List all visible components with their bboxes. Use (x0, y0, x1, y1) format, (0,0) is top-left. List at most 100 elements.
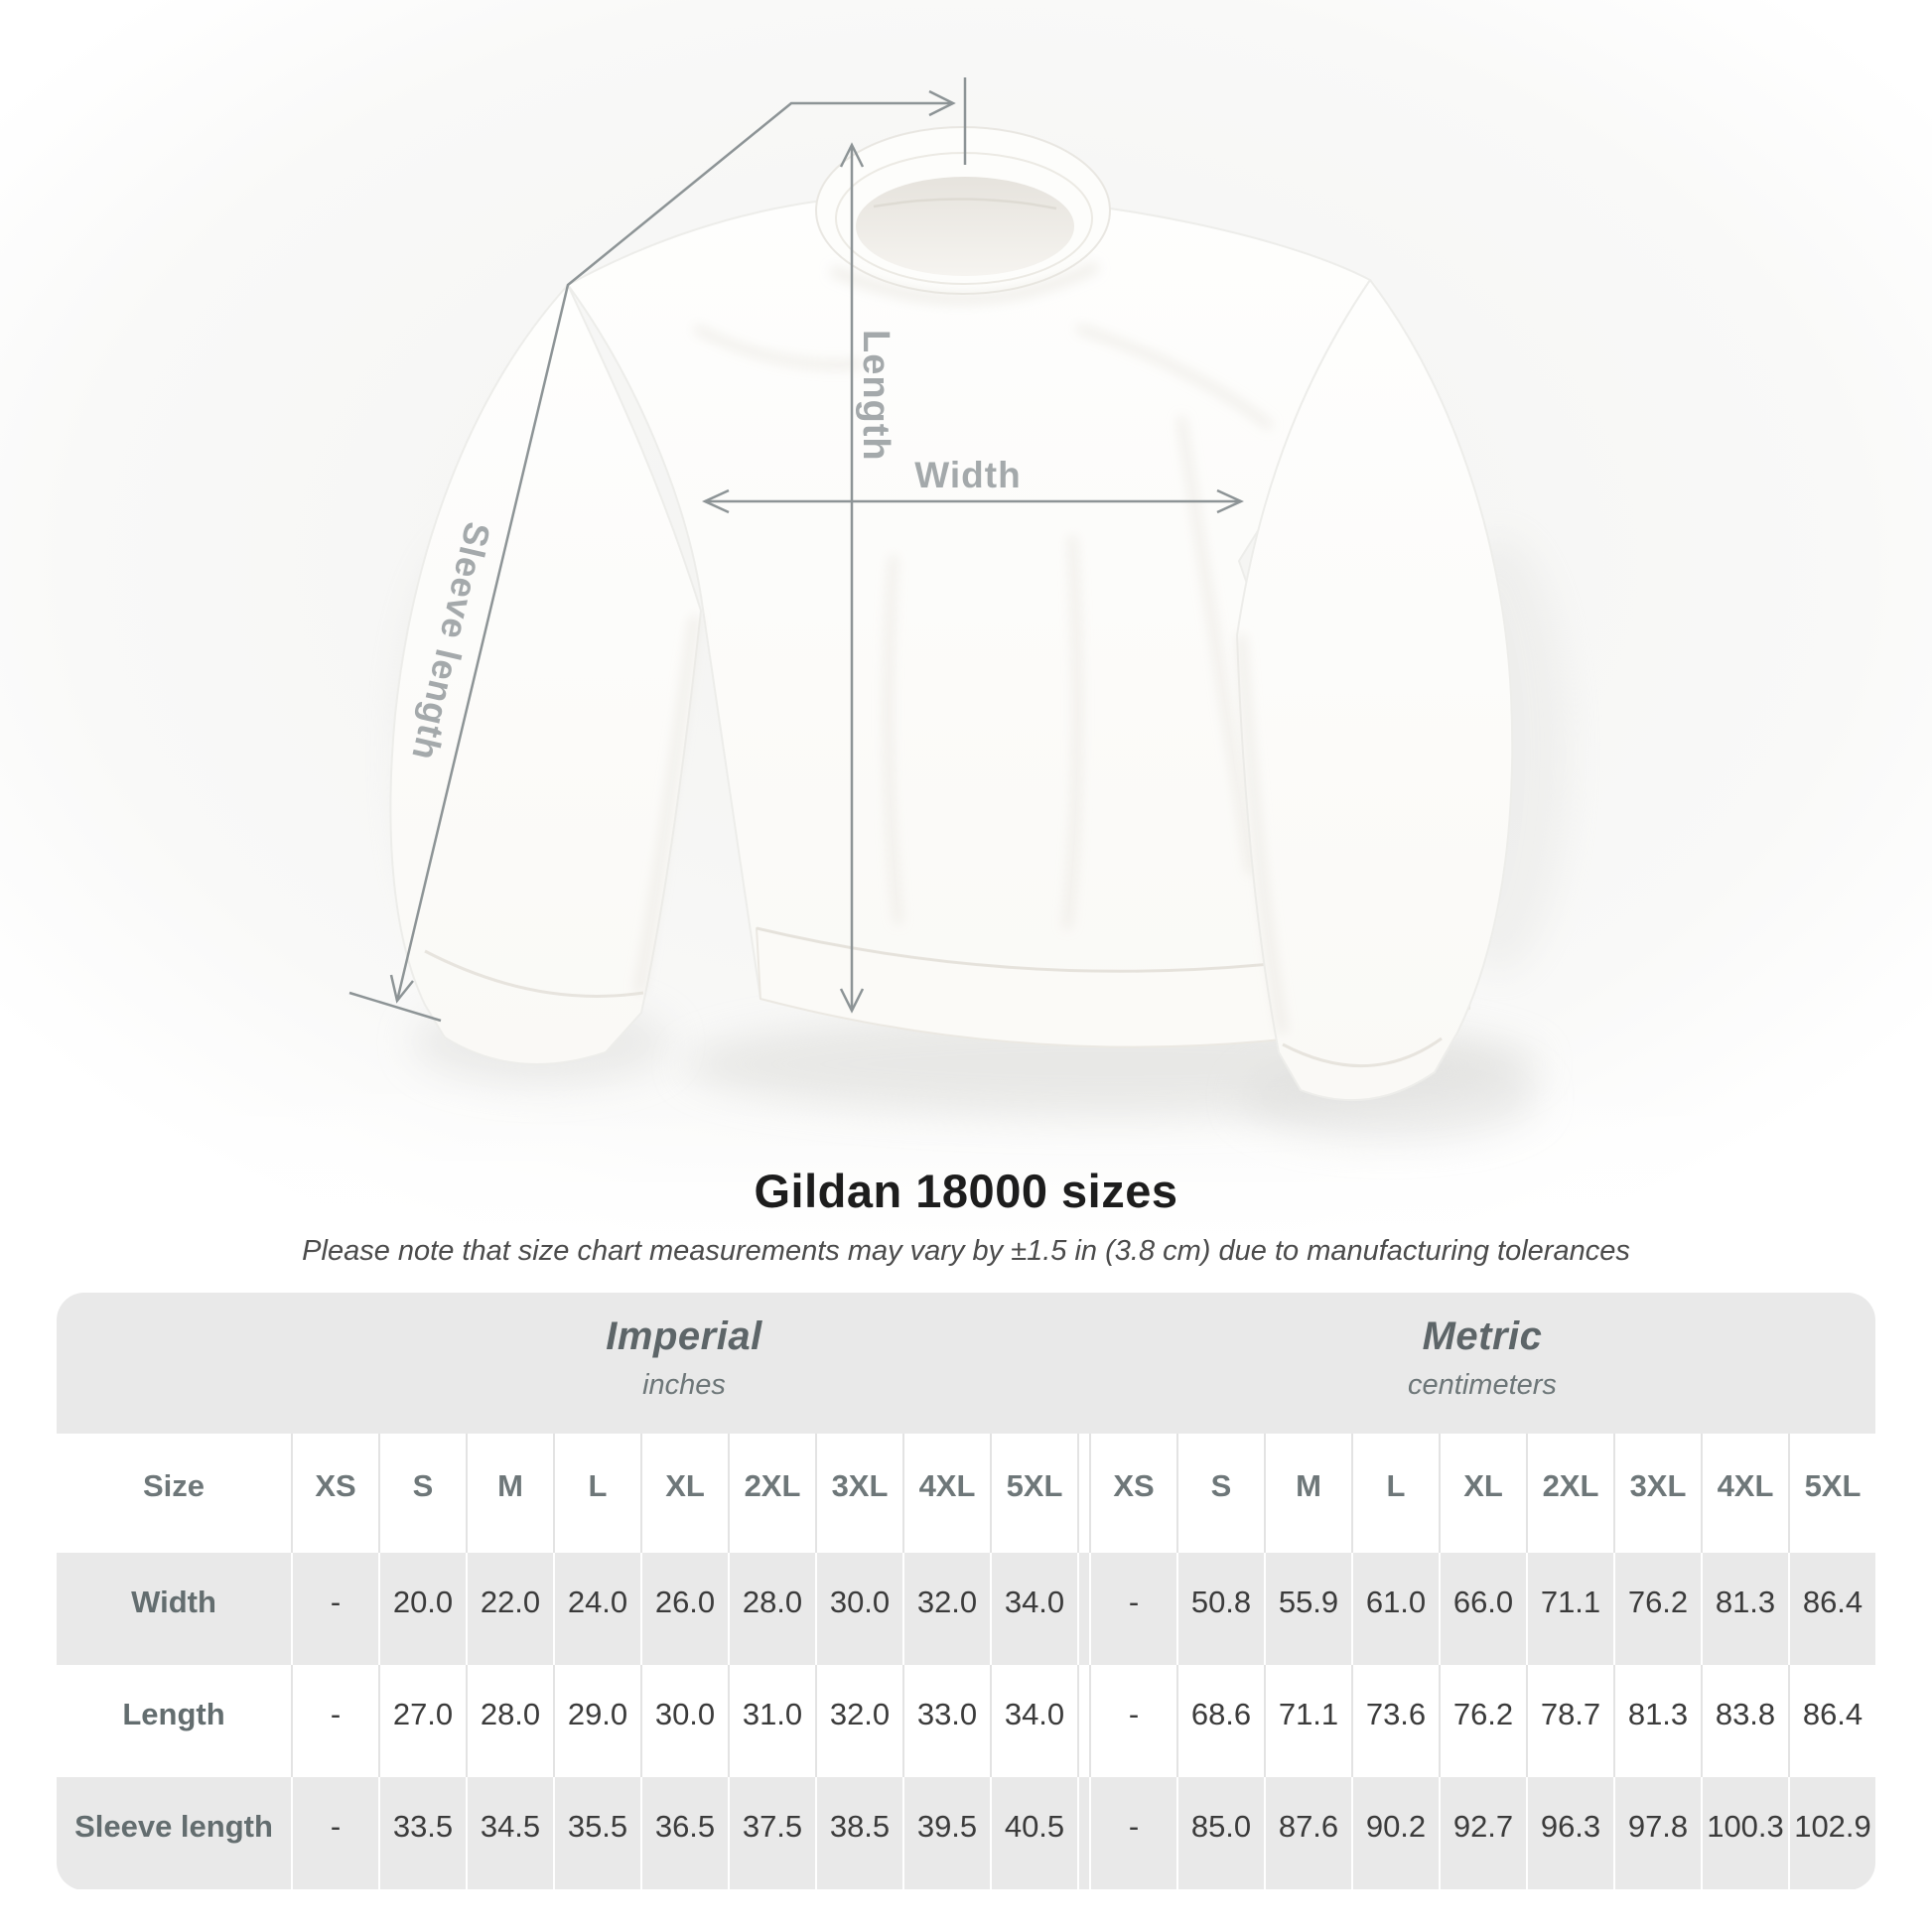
size-table: Size XS S M L XL 2XL 3XL 4XL 5XL XS S M L XL 2XL 3XL 4XL 5… (57, 1434, 1875, 1889)
metric-header: Metric centimeters (1089, 1293, 1875, 1434)
value-cell: 30.0 (815, 1553, 902, 1665)
size-header: 5XL (990, 1434, 1077, 1553)
unit-group-unit: centimeters (1408, 1369, 1557, 1401)
group-gap (1077, 1434, 1089, 1553)
value-cell: 38.5 (815, 1777, 902, 1889)
size-header: XS (291, 1434, 378, 1553)
size-header: 2XL (728, 1434, 815, 1553)
value-cell: 24.0 (553, 1553, 640, 1665)
value-cell: 66.0 (1439, 1553, 1526, 1665)
value-cell: 87.6 (1264, 1777, 1351, 1889)
value-cell: 97.8 (1613, 1777, 1701, 1889)
value-cell: 37.5 (728, 1777, 815, 1889)
table-row: Sleeve length -33.5 34.5 35.5 36.5 37.5 38.5 39… (57, 1777, 1875, 1889)
size-header: S (1176, 1434, 1264, 1553)
value-cell: 31.0 (728, 1665, 815, 1777)
value-cell: 76.2 (1439, 1665, 1526, 1777)
arrowhead-down-icon (389, 974, 414, 1004)
value-cell: 73.6 (1351, 1665, 1439, 1777)
arrowhead-down-icon (839, 988, 865, 1014)
arrowhead-left-icon (701, 488, 730, 514)
value-cell: 76.2 (1613, 1553, 1701, 1665)
value-cell: - (1089, 1777, 1176, 1889)
group-gap (1077, 1553, 1089, 1665)
size-header: M (466, 1434, 553, 1553)
page-title: Gildan 18000 sizes (754, 1165, 1178, 1217)
value-cell: 34.5 (466, 1777, 553, 1889)
value-cell: 33.5 (378, 1777, 466, 1889)
value-cell: 83.8 (1701, 1665, 1788, 1777)
value-cell: 39.5 (902, 1777, 990, 1889)
sweatshirt-photo: Length Width Sleeve length (0, 0, 1932, 1249)
size-header: XS (1089, 1434, 1176, 1553)
size-header: XL (640, 1434, 728, 1553)
sweatshirt (389, 126, 1514, 1102)
value-cell: 102.9 (1788, 1777, 1875, 1889)
size-header: 3XL (1613, 1434, 1701, 1553)
value-cell: 100.3 (1701, 1777, 1788, 1889)
value-cell: 71.1 (1526, 1553, 1613, 1665)
row-label: Width (131, 1584, 216, 1619)
value-cell: 20.0 (378, 1553, 466, 1665)
value-cell: 40.5 (990, 1777, 1077, 1889)
size-header: 2XL (1526, 1434, 1613, 1553)
length-label: Length (855, 330, 897, 462)
cuff-tick (348, 991, 442, 1023)
size-column-header: Size (142, 1468, 206, 1503)
value-cell: 32.0 (815, 1665, 902, 1777)
size-header: 5XL (1788, 1434, 1875, 1553)
right-sleeve (1236, 279, 1514, 1102)
size-chart-card: Imperial inches Metric centimeters Size X… (57, 1293, 1875, 1890)
value-cell: 68.6 (1176, 1665, 1264, 1777)
table-row: Length -27.0 28.0 29.0 30.0 31.0 32.0 33.0 34.0-… (57, 1665, 1875, 1777)
value-cell: 33.0 (902, 1665, 990, 1777)
value-cell: 27.0 (378, 1665, 466, 1777)
value-cell: - (291, 1665, 378, 1777)
row-label: Sleeve length (74, 1808, 273, 1844)
value-cell: 92.7 (1439, 1777, 1526, 1889)
left-sleeve (389, 284, 702, 1065)
arrowhead-up-icon (839, 142, 865, 168)
value-cell: 28.0 (466, 1665, 553, 1777)
group-gap (1077, 1665, 1089, 1777)
value-cell: 90.2 (1351, 1777, 1439, 1889)
group-gap (1077, 1777, 1089, 1889)
sleeve-length-arrow (348, 77, 967, 1023)
size-header: 4XL (902, 1434, 990, 1553)
size-header: L (1351, 1434, 1439, 1553)
page-subtitle: Please note that size chart measurements… (302, 1235, 1630, 1267)
value-cell: 34.0 (990, 1553, 1077, 1665)
value-cell: - (1089, 1553, 1176, 1665)
table-header-row: Size XS S M L XL 2XL 3XL 4XL 5XL XS S M L XL 2XL 3XL 4XL 5… (57, 1434, 1875, 1553)
unit-group-name: Imperial (606, 1314, 762, 1358)
size-header: S (378, 1434, 466, 1553)
value-cell: 85.0 (1176, 1777, 1264, 1889)
value-cell: - (291, 1553, 378, 1665)
size-header: 3XL (815, 1434, 902, 1553)
value-cell: 96.3 (1526, 1777, 1613, 1889)
value-cell: 78.7 (1526, 1665, 1613, 1777)
value-cell: - (291, 1777, 378, 1889)
value-cell: 71.1 (1264, 1665, 1351, 1777)
unit-header-row: Imperial inches Metric centimeters (57, 1293, 1875, 1434)
unit-group-name: Metric (1422, 1314, 1543, 1358)
size-header: L (553, 1434, 640, 1553)
length-arrow (839, 142, 865, 1014)
value-cell: 22.0 (466, 1553, 553, 1665)
size-header: 4XL (1701, 1434, 1788, 1553)
unit-group-unit: inches (642, 1369, 726, 1401)
arrowhead-right-icon (1216, 488, 1245, 514)
value-cell: 81.3 (1701, 1553, 1788, 1665)
width-label: Width (914, 455, 1021, 495)
value-cell: 35.5 (553, 1777, 640, 1889)
imperial-header: Imperial inches (291, 1293, 1077, 1434)
value-cell: 32.0 (902, 1553, 990, 1665)
value-cell: 86.4 (1788, 1665, 1875, 1777)
value-cell: 30.0 (640, 1665, 728, 1777)
value-cell: 28.0 (728, 1553, 815, 1665)
value-cell: 81.3 (1613, 1665, 1701, 1777)
size-header: XL (1439, 1434, 1526, 1553)
value-cell: 55.9 (1264, 1553, 1351, 1665)
size-header: M (1264, 1434, 1351, 1553)
